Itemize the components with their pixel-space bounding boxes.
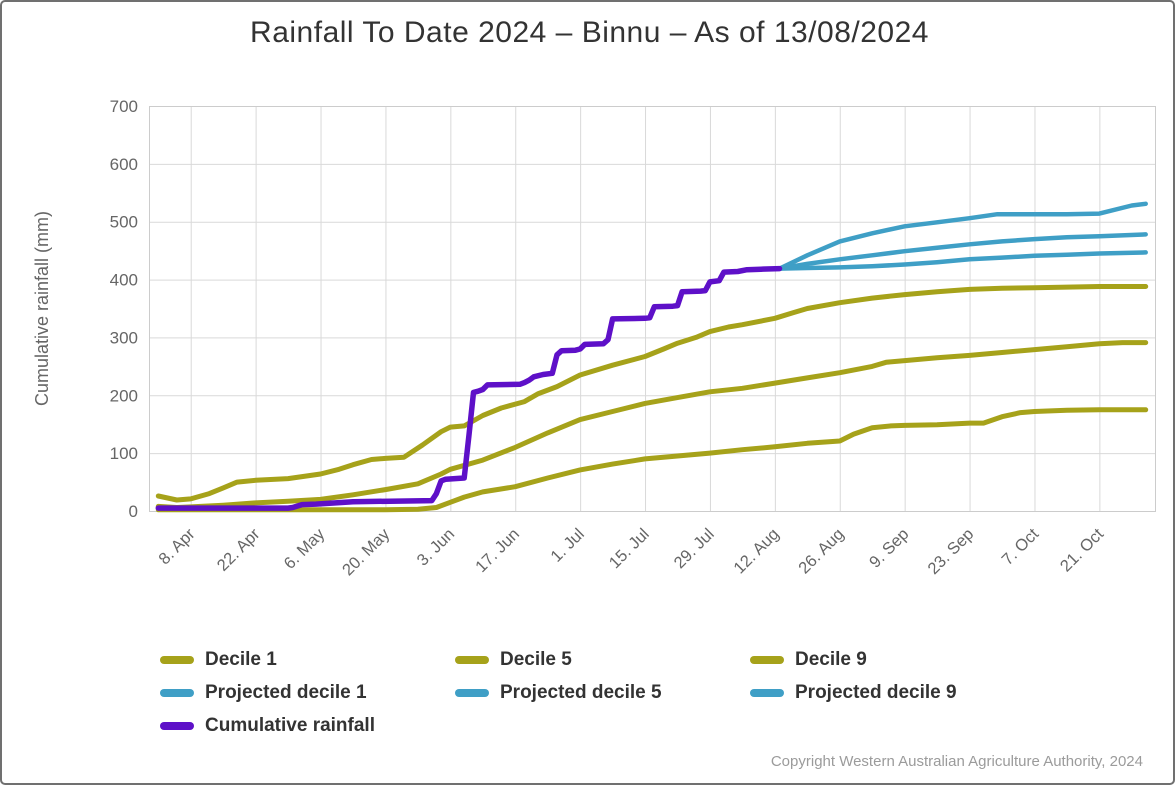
svg-text:12. Aug: 12. Aug bbox=[730, 525, 782, 577]
legend-label: Decile 5 bbox=[500, 648, 572, 670]
series-line-projected-decile-9 bbox=[777, 201, 1148, 271]
decile-1-swatch-icon bbox=[160, 655, 194, 664]
legend-item-projected-decile-9[interactable]: Projected decile 9 bbox=[750, 676, 1045, 709]
svg-text:17. Jun: 17. Jun bbox=[472, 525, 523, 576]
legend-label: Cumulative rainfall bbox=[205, 714, 375, 736]
svg-text:200: 200 bbox=[110, 386, 138, 405]
svg-text:300: 300 bbox=[110, 328, 138, 347]
projected-decile-9-swatch-icon bbox=[750, 688, 784, 697]
svg-text:7. Oct: 7. Oct bbox=[998, 525, 1042, 569]
legend-label: Projected decile 9 bbox=[795, 681, 957, 703]
svg-text:29. Jul: 29. Jul bbox=[671, 525, 718, 572]
svg-text:3. Jun: 3. Jun bbox=[414, 525, 459, 570]
cumulative-rainfall-swatch-icon bbox=[160, 721, 194, 730]
svg-text:700: 700 bbox=[110, 97, 138, 116]
legend-item-projected-decile-5[interactable]: Projected decile 5 bbox=[455, 676, 750, 709]
decile-9-swatch-icon bbox=[750, 655, 784, 664]
chart-title: Rainfall To Date 2024 – Binnu – As of 13… bbox=[250, 16, 929, 49]
svg-text:600: 600 bbox=[110, 155, 138, 174]
legend-item-projected-decile-1[interactable]: Projected decile 1 bbox=[160, 676, 455, 709]
legend-item-cumulative-rainfall[interactable]: Cumulative rainfall bbox=[160, 709, 455, 742]
svg-text:22. Apr: 22. Apr bbox=[214, 525, 264, 575]
projected-decile-1-swatch-icon bbox=[160, 688, 194, 697]
svg-text:500: 500 bbox=[110, 213, 138, 232]
series-line-decile-9 bbox=[155, 284, 1149, 503]
projected-decile-5-swatch-icon bbox=[455, 688, 489, 697]
y-axis-tick-labels: 0 100 200 300 400 500 600 700 bbox=[110, 97, 138, 521]
svg-text:6. May: 6. May bbox=[281, 525, 329, 573]
svg-text:15. Jul: 15. Jul bbox=[606, 525, 653, 572]
copyright-notice: Copyright Western Australian Agriculture… bbox=[770, 753, 1143, 770]
plot-border bbox=[149, 106, 1156, 512]
legend-item-decile-1[interactable]: Decile 1 bbox=[160, 643, 455, 676]
svg-text:8. Apr: 8. Apr bbox=[155, 525, 199, 569]
legend-label: Projected decile 5 bbox=[500, 681, 662, 703]
decile-5-swatch-icon bbox=[455, 655, 489, 664]
series-line-decile-1 bbox=[155, 407, 1149, 513]
svg-text:23. Sep: 23. Sep bbox=[924, 525, 977, 578]
legend-label: Projected decile 1 bbox=[205, 681, 367, 703]
legend-item-decile-9[interactable]: Decile 9 bbox=[750, 643, 1045, 676]
svg-text:9. Sep: 9. Sep bbox=[866, 525, 912, 571]
legend-label: Decile 9 bbox=[795, 648, 867, 670]
series-line-cumulative-rainfall bbox=[155, 265, 783, 511]
svg-text:21. Oct: 21. Oct bbox=[1057, 525, 1108, 576]
series-line-decile-5 bbox=[155, 340, 1149, 510]
svg-text:1. Jul: 1. Jul bbox=[547, 525, 588, 566]
x-axis-tick-labels: 8. Apr 22. Apr 6. May 20. May 3. Jun 17. Jun 1… bbox=[155, 525, 1107, 580]
svg-text:0: 0 bbox=[129, 502, 138, 521]
series-line-projected-decile-5 bbox=[777, 232, 1148, 271]
y-axis-title: Cumulative rainfall (mm) bbox=[32, 211, 52, 406]
chart-legend: Decile 1 Decile 5 Decile 9 Projected dec… bbox=[160, 643, 1045, 742]
svg-text:400: 400 bbox=[110, 271, 138, 290]
series-line-projected-decile-1 bbox=[777, 250, 1148, 271]
legend-item-decile-5[interactable]: Decile 5 bbox=[455, 643, 750, 676]
svg-text:100: 100 bbox=[110, 444, 138, 463]
svg-text:26. Aug: 26. Aug bbox=[795, 525, 847, 577]
svg-text:20. May: 20. May bbox=[339, 525, 394, 580]
legend-label: Decile 1 bbox=[205, 648, 277, 670]
